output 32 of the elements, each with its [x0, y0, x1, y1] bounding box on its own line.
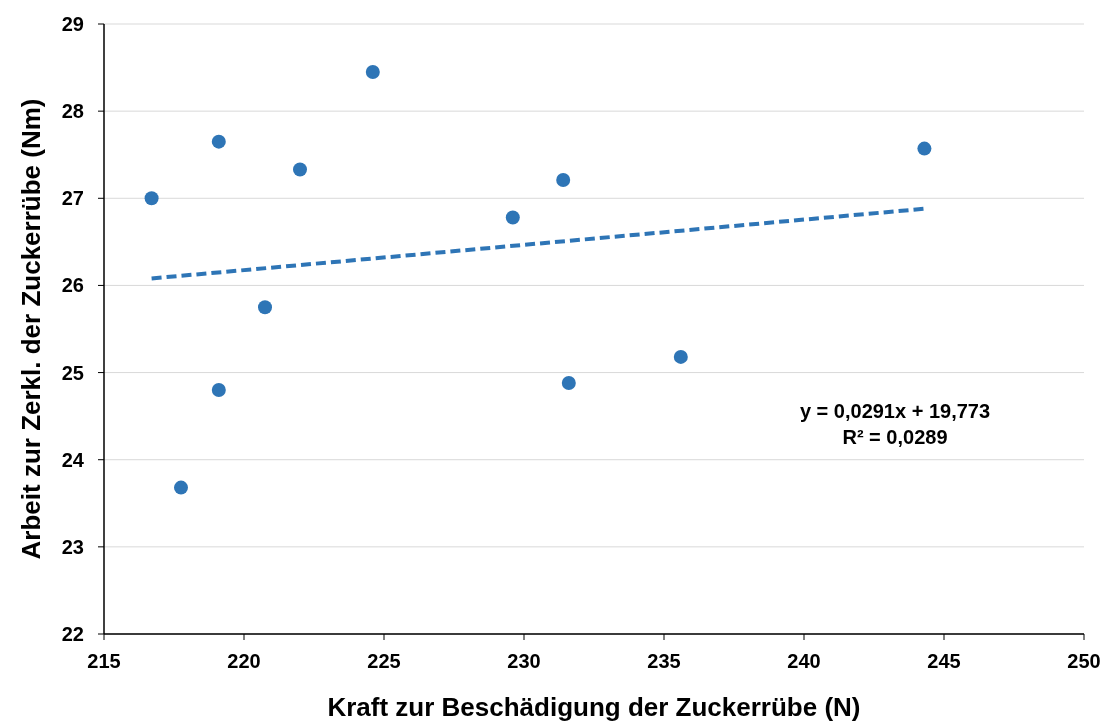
x-tick-label: 240	[787, 650, 821, 672]
y-tick-label: 29	[61, 13, 84, 35]
annotation: R² = 0,0289	[842, 426, 948, 448]
x-tick-label: 250	[1067, 650, 1101, 672]
y-tick-label: 27	[61, 187, 84, 210]
point	[673, 349, 688, 364]
point	[211, 383, 226, 397]
x-tick-label: 245	[927, 650, 961, 672]
y-tick-label: 24	[61, 448, 85, 471]
y-tick-label: 23	[61, 535, 84, 558]
x-axis-title: Kraft zur Beschädigung der Zuckerrübe (N)	[327, 692, 861, 722]
y-tick-label: 22	[61, 623, 84, 645]
x-tick-label: 215	[87, 650, 121, 672]
point	[561, 376, 576, 391]
y-tick-label: 25	[61, 361, 84, 384]
point	[556, 172, 571, 187]
point	[174, 480, 188, 495]
x-tick-label: 225	[367, 650, 401, 672]
point	[258, 300, 272, 315]
y-tick-label: 28	[61, 100, 84, 123]
annotation: y = 0,0291x + 19,773	[799, 400, 991, 422]
point	[144, 191, 159, 206]
point	[505, 210, 520, 225]
point	[917, 141, 932, 156]
point	[293, 162, 307, 177]
y-tick-label: 26	[61, 274, 84, 297]
y-axis-title: Arbeit zur Zerkl. der Zuckerrübe (Nm)	[16, 98, 46, 560]
point	[365, 64, 380, 79]
x-tick-label: 220	[227, 650, 261, 672]
point	[211, 134, 226, 149]
x-tick-label: 235	[647, 650, 681, 672]
x-tick-label: 230	[507, 650, 541, 672]
